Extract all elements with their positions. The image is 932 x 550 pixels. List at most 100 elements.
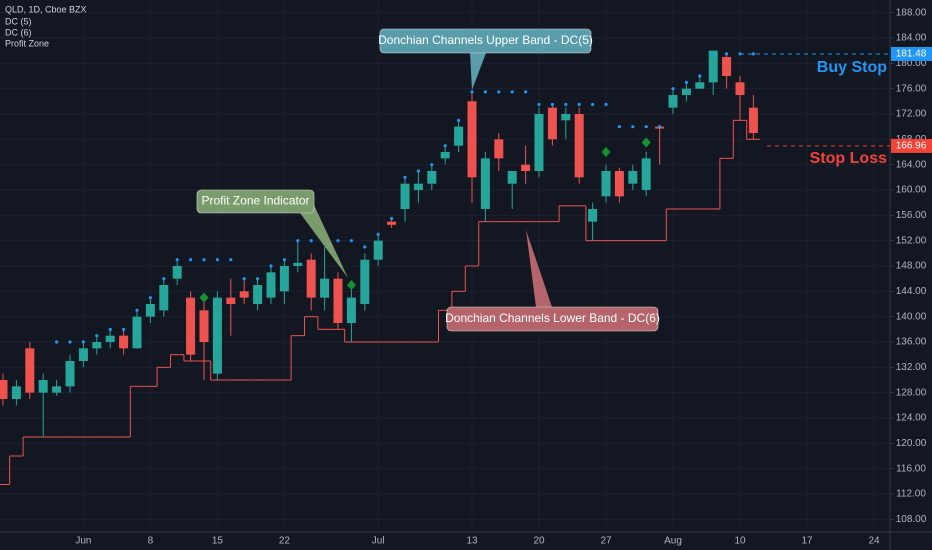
upper-band-dot: [148, 296, 152, 300]
upper-band-dot: [189, 258, 193, 262]
candle-body: [668, 95, 678, 108]
profit-zone-marker: [199, 292, 209, 303]
candle-body: [320, 278, 330, 298]
upper-band-dot: [497, 90, 501, 94]
upper-band-dot: [390, 216, 394, 221]
upper-band-dot: [617, 125, 622, 129]
upper-band-dot: [309, 239, 313, 243]
y-tick-label: 184.00: [896, 33, 927, 44]
y-tick-label: 180.00: [896, 58, 927, 69]
x-tick-label: Jun: [75, 536, 91, 547]
x-tick-label: 17: [801, 536, 813, 547]
upper-band-dot: [403, 175, 407, 179]
upper-band-dot: [711, 52, 715, 56]
candle-body: [346, 297, 356, 323]
candle-body: [494, 139, 504, 159]
y-tick-label: 120.00: [896, 438, 927, 449]
y-tick-label: 172.00: [896, 109, 927, 120]
candle-body: [722, 57, 732, 76]
y-tick-label: 152.00: [896, 235, 927, 246]
candle-body: [521, 164, 531, 171]
candle-body: [38, 380, 48, 393]
candle-body: [105, 335, 115, 342]
y-tick-label: 116.00: [896, 463, 926, 474]
upper-band-dot: [510, 90, 514, 94]
candle-body: [212, 297, 222, 374]
upper-band-dot: [363, 245, 367, 249]
candle-body: [708, 50, 718, 83]
y-tick-label: 156.00: [896, 210, 927, 221]
upper-band-dot: [349, 239, 353, 243]
y-tick-label: 148.00: [896, 261, 927, 272]
profit-zone-marker: [601, 147, 611, 157]
x-tick-label: 13: [466, 536, 478, 547]
y-tick-label: 128.00: [896, 387, 927, 398]
candle-body: [306, 259, 316, 298]
candle-body: [226, 297, 236, 304]
candle-body: [172, 266, 182, 279]
upper-band-dot: [658, 125, 662, 129]
level-price-label: 166.96: [896, 141, 927, 152]
x-tick-label: 20: [533, 536, 545, 547]
candle-body: [132, 316, 142, 349]
candle-body: [373, 240, 383, 260]
callout-text: Donchian Channels Upper Band - DC(5): [378, 33, 593, 47]
legend-entry: DC (5): [5, 16, 32, 26]
upper-band-dot: [256, 277, 260, 281]
candle-body: [614, 171, 624, 197]
candle-body: [159, 285, 169, 311]
candle-body: [547, 107, 557, 140]
candle-body: [628, 171, 638, 184]
upper-band-dot: [242, 277, 246, 281]
upper-band-dot: [108, 327, 112, 331]
upper-band-dot: [55, 340, 59, 344]
upper-band-dot: [296, 239, 300, 243]
upper-band-dot: [684, 80, 689, 84]
upper-band-dot: [751, 52, 756, 56]
callout-box: [446, 306, 659, 332]
y-tick-label: 144.00: [896, 286, 927, 297]
x-tick-label: Aug: [664, 536, 682, 547]
candle-body: [145, 304, 155, 317]
candle-body: [333, 278, 343, 323]
y-tick-label: 132.00: [896, 362, 927, 373]
y-tick-label: 108.00: [896, 514, 927, 525]
chart-title: QLD, 1D, Cboe BZX: [5, 4, 87, 14]
candle-body: [574, 114, 584, 178]
upper-band-dot: [671, 87, 675, 91]
upper-band-dot: [443, 144, 447, 148]
upper-band-dot: [416, 169, 420, 173]
candle-body: [78, 348, 88, 361]
candle-body: [360, 259, 370, 304]
upper-band-dot: [81, 340, 85, 344]
x-tick-label: 15: [212, 536, 224, 547]
candle-body: [119, 335, 129, 349]
candle-body: [199, 310, 209, 342]
upper-band-dot: [215, 258, 219, 262]
level-price-tag: [891, 138, 932, 153]
candle-body: [534, 114, 544, 171]
y-tick-label: 124.00: [896, 413, 927, 424]
candle-body: [387, 221, 397, 225]
upper-band-dot: [202, 258, 206, 262]
upper-band-dot: [550, 102, 555, 107]
upper-band-dot: [470, 90, 474, 94]
x-tick-label: 10: [734, 536, 746, 547]
level-label: Buy Stop: [817, 59, 887, 76]
y-tick-label: 176.00: [896, 83, 927, 94]
x-tick-label: 24: [868, 536, 880, 547]
callout-box: [379, 28, 592, 54]
candle-body: [0, 380, 8, 399]
candle-body: [253, 285, 263, 304]
candle-body: [65, 361, 75, 387]
x-tick-label: 22: [279, 536, 291, 547]
upper-band-dot: [282, 258, 286, 262]
upper-band-dot: [376, 232, 380, 236]
upper-band-dot: [68, 340, 72, 344]
upper-band-dot: [95, 334, 99, 338]
x-tick-label: Jul: [372, 536, 385, 547]
upper-band-dot: [430, 163, 434, 167]
